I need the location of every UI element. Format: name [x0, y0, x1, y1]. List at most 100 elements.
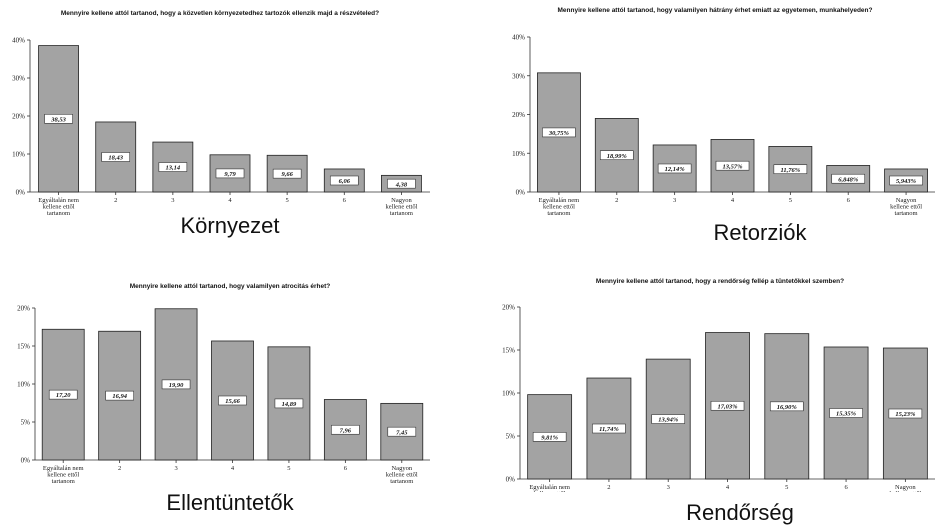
y-tick-label: 15% [502, 347, 515, 355]
x-tick-label: 5 [287, 465, 290, 472]
y-tick-label: 20% [502, 304, 515, 312]
data-label: 7,45 [396, 429, 408, 436]
data-label: 18,43 [108, 155, 123, 162]
data-label-box [387, 178, 416, 189]
data-label: 18,99% [607, 153, 628, 160]
data-label: 14,89 [282, 401, 297, 408]
x-tick-label: 6 [343, 197, 347, 204]
data-label: 9,81% [541, 434, 558, 441]
data-label-box [592, 423, 626, 434]
data-label-box [599, 150, 634, 161]
chart-caption: Környezet [180, 213, 280, 238]
data-label-box [889, 175, 923, 186]
x-tick-label: 6 [344, 465, 348, 472]
x-tick-label: 5 [286, 197, 289, 204]
data-label-box [387, 426, 417, 437]
data-label: 15,66 [225, 398, 240, 405]
x-tick-label: 6 [844, 484, 848, 491]
data-label: 17,20 [56, 392, 71, 399]
x-tick-label: 3 [174, 465, 177, 472]
data-label: 4,38 [395, 181, 408, 188]
y-tick-label: 20% [17, 305, 30, 313]
data-label-box [272, 168, 302, 179]
bar-chart-rendorseg: 0% 5% 10% 15% 20% 9,81% Egyáltalán nemkellene … [502, 304, 935, 492]
data-label: 17,03% [717, 403, 738, 410]
x-tick-label: 3 [667, 484, 670, 491]
data-label-box [829, 408, 863, 418]
data-label: 9,79 [224, 171, 236, 178]
x-tick-label: 2 [114, 197, 117, 204]
data-label-box [44, 113, 73, 124]
bar-chart-ellentuntetok: 0% 5% 10% 15% 20% 17,20 Egyáltalán nem kellene … [17, 305, 430, 485]
data-label-box [331, 424, 360, 435]
data-label: 6,06 [339, 178, 351, 185]
y-tick-label: 5% [21, 419, 31, 427]
data-label-box [329, 175, 359, 186]
y-tick-label: 20% [12, 113, 25, 121]
x-tick-label: 2 [118, 465, 121, 472]
y-tick-label: 0% [506, 476, 516, 484]
data-label: 13,94% [658, 417, 679, 424]
y-tick-label: 10% [502, 390, 515, 398]
x-tick-label: 2 [615, 197, 618, 204]
bar-chart-kornyezet: 0% 10% 20% 30% 40% 38,53 Egyáltalán nem kellene… [12, 37, 430, 217]
data-label-box [888, 408, 923, 419]
data-label: 7,96 [340, 427, 352, 434]
y-tick-label: 40% [512, 34, 525, 42]
data-label: 9,66 [281, 171, 293, 178]
data-label-box [274, 398, 304, 409]
data-label-box [161, 379, 191, 390]
data-label: 13,57% [722, 163, 743, 170]
data-label-box [542, 127, 576, 138]
y-tick-label: 10% [12, 151, 25, 159]
data-label: 12,14% [665, 166, 686, 173]
chart-title: Mennyire kellene attól tartanod, hogy a … [60, 10, 380, 17]
data-label: 11,74% [599, 426, 619, 433]
y-tick-label: 10% [17, 381, 30, 389]
data-label-box [710, 400, 745, 411]
data-label-box [715, 160, 750, 171]
data-label-box [101, 152, 131, 162]
x-tick-label: 4 [726, 484, 730, 491]
x-tick-label: 4 [731, 197, 735, 204]
data-label-box [769, 401, 804, 412]
x-tick-label: 3 [673, 197, 676, 204]
y-tick-label: 0% [21, 457, 31, 465]
x-tick-label: 4 [228, 197, 232, 204]
y-tick-label: 20% [512, 111, 525, 119]
data-label: 15,23% [895, 411, 916, 418]
y-tick-label: 30% [512, 72, 525, 80]
data-label-box [831, 173, 866, 184]
y-tick-label: 0% [16, 189, 26, 197]
chart-title: Mennyire kellene attól tartanod, hogy va… [129, 283, 331, 290]
data-label-box [651, 414, 686, 424]
x-tick-label: 2 [607, 484, 610, 491]
chart-caption: Rendőrség [686, 500, 794, 525]
chart-caption: Retorziók [713, 220, 807, 245]
data-label: 15,35% [836, 411, 857, 418]
y-tick-label: 0% [516, 189, 526, 197]
y-tick-label: 5% [506, 433, 516, 441]
x-tick-label: 6 [847, 197, 851, 204]
data-label: 13,14 [166, 165, 181, 172]
data-label-box [657, 163, 692, 174]
data-label: 30,75% [548, 130, 570, 137]
bar-chart-retorziok: 0% 10% 20% 30% 40% 30,75% Egyáltalán nem kellen… [512, 34, 935, 217]
data-label: 16,94 [112, 393, 127, 400]
y-tick-label: 15% [17, 343, 30, 351]
data-label-box [773, 164, 808, 175]
chart-title: Mennyire kellene attól tartanod, hogy va… [557, 7, 873, 14]
y-tick-label: 10% [512, 150, 525, 158]
data-label: 5,943% [896, 178, 917, 185]
chart-caption: Ellentüntetők [166, 490, 294, 515]
data-label-box [532, 432, 567, 442]
data-label: 6,848% [838, 176, 859, 183]
data-label-box [218, 395, 247, 406]
